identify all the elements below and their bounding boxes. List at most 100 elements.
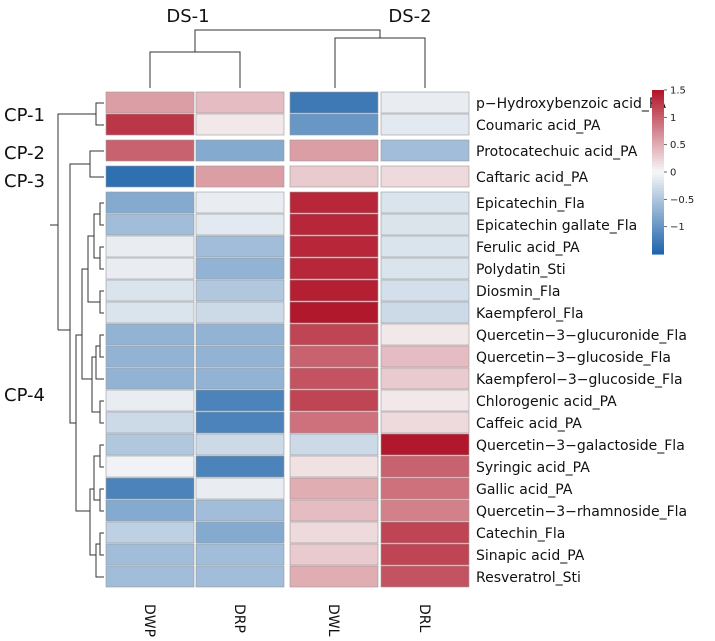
heatmap-cell [105, 499, 195, 522]
heatmap-cell [289, 389, 379, 412]
dendrogram-branch [194, 29, 381, 52]
color-scale-legend: 1.5 1 0.5 0 −0.5 −1 [652, 86, 694, 255]
legend-gradient-step [652, 234, 664, 239]
row-label: Catechin_Fla [476, 526, 565, 542]
heatmap-cell [105, 165, 195, 188]
heatmap-cell [105, 411, 195, 434]
legend-gradient-step [652, 100, 664, 105]
legend-tick-label: 1.5 [670, 86, 686, 97]
legend-gradient-step [652, 114, 664, 118]
legend-tick-label: 1 [670, 113, 676, 124]
heatmap-cell [380, 279, 470, 302]
legend-gradient-step [652, 207, 664, 211]
legend-gradient-step [652, 92, 664, 97]
heatmap-cell [289, 323, 379, 346]
heatmap-cell [380, 433, 470, 456]
legend-gradient-step [652, 147, 664, 151]
heatmap-cell [195, 543, 285, 566]
legend-gradient-step [652, 161, 664, 165]
heatmap-cell [105, 543, 195, 566]
legend-gradient-step [652, 131, 664, 135]
dendrogram-branch [95, 102, 104, 126]
heatmap-cell [195, 323, 285, 346]
heatmap-cell [289, 565, 379, 588]
legend-gradient-step [652, 221, 664, 225]
legend-gradient-step [652, 98, 664, 102]
heatmap-cell [105, 345, 195, 368]
heatmap-cell [289, 543, 379, 566]
legend-gradient-step [652, 169, 664, 173]
heatmap-cell [195, 389, 285, 412]
heatmap-cell [195, 191, 285, 214]
legend-gradient-step [652, 128, 664, 132]
legend-gradient-step [652, 90, 664, 94]
legend-gradient-step [652, 204, 664, 209]
row-label: Gallic acid_PA [476, 482, 573, 498]
row-dendrogram [50, 102, 104, 578]
legend-tick-label: 0 [670, 168, 676, 179]
dendrogram-branch [75, 334, 90, 512]
legend-gradient-step [652, 243, 664, 247]
dendrogram-branch [95, 543, 104, 578]
heatmap-cell [289, 433, 379, 456]
heatmap-cell [289, 91, 379, 114]
legend-gradient-step [652, 177, 664, 181]
row-label: Diosmin_Fla [476, 284, 560, 300]
heatmap-cell [105, 521, 195, 544]
heatmap-cell [380, 345, 470, 368]
legend-gradient-step [652, 185, 664, 189]
row-label: Resveratrol_Sti [476, 570, 581, 586]
legend-gradient-step [652, 223, 664, 228]
heatmap-cell [195, 235, 285, 258]
heatmap-cell [195, 367, 285, 390]
legend-gradient-step [652, 210, 664, 214]
heatmap-cell [289, 499, 379, 522]
dendrogram-branch [50, 113, 96, 226]
heatmap-cell [380, 521, 470, 544]
row-label: Epicatechin_Fla [476, 196, 585, 212]
heatmap-cell [380, 257, 470, 280]
row-label: Kaempferol−3−glucoside_Fla [476, 372, 683, 388]
row-label: Syringic acid_PA [476, 460, 590, 476]
column-label: DWL [325, 604, 341, 637]
row-label: Quercetin−3−galactoside_Fla [476, 438, 685, 454]
row-label: p−Hydroxybenzoic acid_PA [476, 96, 666, 112]
legend-tick-label: 0.5 [670, 140, 686, 151]
legend-gradient-step [652, 152, 664, 157]
heatmap-cell [380, 389, 470, 412]
row-group-labels: CP-1 CP-2 CP-3 CP-4 [4, 105, 45, 406]
dendrogram-branch [99, 532, 104, 556]
legend-gradient-step [652, 193, 664, 198]
column-label: DRP [231, 604, 247, 633]
column-labels: DWP DRP DWL DRL [141, 604, 432, 637]
heatmap-cell [105, 257, 195, 280]
heatmap-cell [195, 345, 285, 368]
heatmap-cell [289, 213, 379, 236]
legend-gradient-step [652, 251, 664, 255]
heatmap-cell [105, 235, 195, 258]
dendrogram-branch [99, 400, 104, 424]
heatmap-cell [105, 91, 195, 114]
heatmap-cell [195, 521, 285, 544]
dendrogram-branch [99, 202, 104, 226]
heatmap-cell [380, 91, 470, 114]
legend-gradient-step [652, 191, 664, 195]
legend-gradient-step [652, 133, 664, 138]
legend-gradient-step [652, 117, 664, 121]
heatmap-cell [289, 301, 379, 324]
dendrogram-branch [99, 444, 104, 468]
row-group-label: CP-1 [4, 105, 45, 126]
dendrogram-branch [93, 213, 100, 259]
legend-gradient-step [652, 240, 664, 244]
legend-gradient-step [652, 141, 664, 146]
heatmap-cell [105, 279, 195, 302]
heatmap-cell [380, 543, 470, 566]
heatmap-cell [380, 323, 470, 346]
heatmap-cell [289, 367, 379, 390]
row-label: Polydatin_Sti [476, 262, 566, 278]
heatmap-cell [380, 367, 470, 390]
column-label: DRL [416, 604, 432, 633]
legend-gradient-step [652, 103, 664, 107]
heatmap-cell [380, 455, 470, 478]
row-label: Epicatechin gallate_Fla [476, 218, 637, 234]
